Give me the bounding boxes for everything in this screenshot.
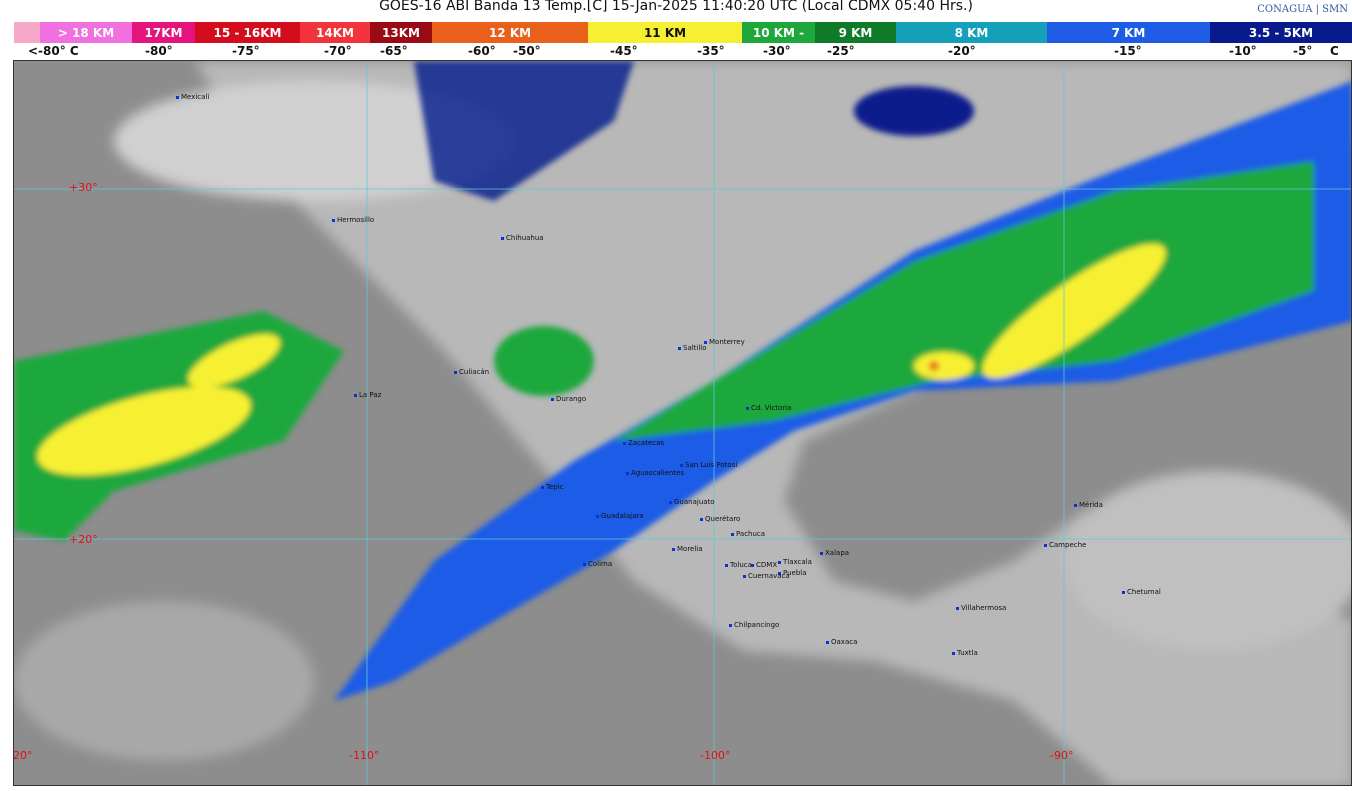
coordinate-label: -120° bbox=[13, 749, 33, 762]
legend-segment: 17KM bbox=[132, 22, 195, 43]
coordinate-label: +30° bbox=[69, 181, 98, 194]
coordinate-label: -110° bbox=[349, 749, 380, 762]
city-label: Colima bbox=[583, 560, 612, 568]
city-label: Aguascalientes bbox=[626, 469, 684, 477]
agency-logos: CONAGUA | SMN bbox=[1257, 4, 1348, 15]
city-label: Chilpancingo bbox=[729, 621, 779, 629]
smn-logo: SMN bbox=[1322, 4, 1348, 15]
temperature-label: C bbox=[1330, 44, 1339, 58]
city-label: Monterrey bbox=[704, 338, 745, 346]
legend-segment: 8 KM bbox=[896, 22, 1047, 43]
city-label: Chetumal bbox=[1122, 588, 1161, 596]
legend-segment: 7 KM bbox=[1047, 22, 1210, 43]
city-label: Cuernavaca bbox=[743, 572, 790, 580]
city-label: Campeche bbox=[1044, 541, 1086, 549]
city-label: Chihuahua bbox=[501, 234, 544, 242]
legend-segment: 10 KM - bbox=[742, 22, 815, 43]
legend-segment: 13KM bbox=[370, 22, 432, 43]
city-label: Cd. Victoria bbox=[746, 404, 791, 412]
city-label: Zacatecas bbox=[623, 439, 664, 447]
city-label: Mérida bbox=[1074, 501, 1103, 509]
temperature-label: -50° bbox=[513, 44, 541, 58]
city-label: Mexicali bbox=[176, 93, 209, 101]
temperature-label: -30° bbox=[763, 44, 791, 58]
legend-segment: 12 KM bbox=[432, 22, 588, 43]
temperature-label: -45° bbox=[610, 44, 638, 58]
city-label: Morelia bbox=[672, 545, 703, 553]
city-label: Culiacán bbox=[454, 368, 489, 376]
legend-segment: 9 KM bbox=[815, 22, 896, 43]
temperature-label: -20° bbox=[948, 44, 976, 58]
legend-segment: > 18 KM bbox=[40, 22, 132, 43]
city-label: Tepic bbox=[541, 483, 564, 491]
city-label: San Luis Potosí bbox=[680, 461, 737, 469]
city-label: Tuxtla bbox=[952, 649, 978, 657]
city-label: Toluca bbox=[725, 561, 752, 569]
temperature-label: -60° bbox=[468, 44, 496, 58]
legend-segment: 14KM bbox=[300, 22, 370, 43]
temperature-label: -25° bbox=[827, 44, 855, 58]
city-label: Guadalajara bbox=[596, 512, 644, 520]
city-label: Oaxaca bbox=[826, 638, 857, 646]
grid-lines bbox=[14, 61, 1351, 785]
temperature-label: -15° bbox=[1114, 44, 1142, 58]
temperature-label: -65° bbox=[380, 44, 408, 58]
satellite-map: Mexicali Hermosillo Chihuahua La Paz Culiacá… bbox=[13, 60, 1352, 786]
legend-segment: 11 KM bbox=[588, 22, 742, 43]
city-label: Querétaro bbox=[700, 515, 740, 523]
city-label: Saltillo bbox=[678, 344, 707, 352]
conagua-logo: CONAGUA bbox=[1257, 4, 1313, 15]
city-label: Xalapa bbox=[820, 549, 849, 557]
temperature-label: -5° bbox=[1293, 44, 1313, 58]
city-label: Durango bbox=[551, 395, 586, 403]
temperature-label: -70° bbox=[324, 44, 352, 58]
city-label: Guanajuato bbox=[669, 498, 715, 506]
coordinate-label: +20° bbox=[69, 533, 98, 546]
legend-segment bbox=[14, 22, 40, 43]
city-label: Villahermosa bbox=[956, 604, 1006, 612]
city-label: Tlaxcala bbox=[778, 558, 812, 566]
city-label: La Paz bbox=[354, 391, 381, 399]
image-title: GOES-16 ABI Banda 13 Temp.[C] 15-Jan-202… bbox=[379, 0, 973, 14]
temperature-label: -35° bbox=[697, 44, 725, 58]
temperature-label: -10° bbox=[1229, 44, 1257, 58]
temperature-label: <-80° C bbox=[28, 44, 79, 58]
temperature-label: -80° bbox=[145, 44, 173, 58]
city-label: CDMX bbox=[751, 561, 777, 569]
temperature-label: -75° bbox=[232, 44, 260, 58]
coordinate-label: -100° bbox=[700, 749, 731, 762]
city-label: Pachuca bbox=[731, 530, 765, 538]
legend-segment: 3.5 - 5KM bbox=[1210, 22, 1352, 43]
coordinate-label: -90° bbox=[1050, 749, 1074, 762]
cloud-tops bbox=[14, 61, 1351, 701]
city-label: Puebla bbox=[778, 569, 807, 577]
legend-segment: 15 - 16KM bbox=[195, 22, 300, 43]
city-label: Hermosillo bbox=[332, 216, 374, 224]
